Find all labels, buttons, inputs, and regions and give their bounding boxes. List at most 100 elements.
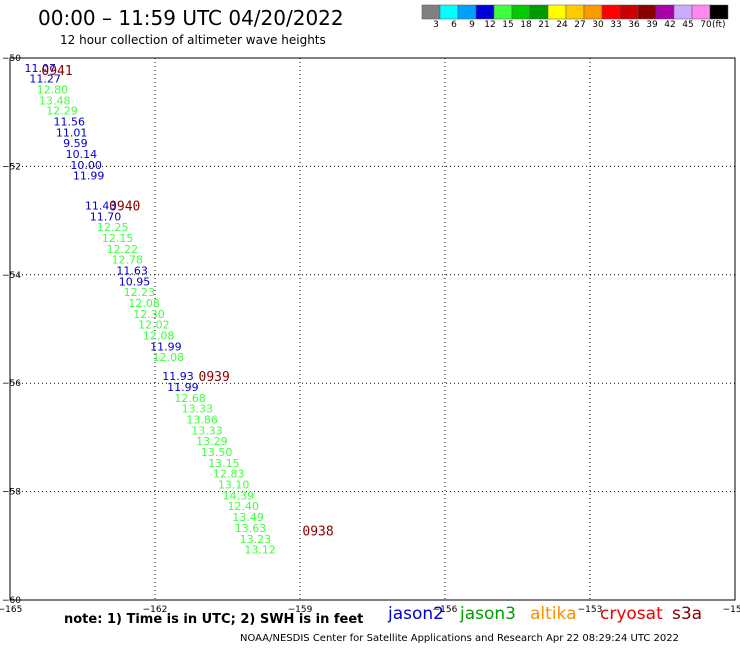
- wave-height-point: 12.29: [46, 105, 78, 118]
- colorbar-tick-label: 33: [610, 20, 622, 30]
- wave-height-point: 13.33: [191, 424, 223, 437]
- y-tick-label: −54: [2, 271, 21, 281]
- wave-height-point: 12.40: [228, 500, 260, 513]
- x-tick-label: −162: [143, 605, 168, 615]
- axis-ticks: −165 −162 −159 −156 −153 −150 −50 −52 −54 −56 −58 −…: [0, 54, 740, 615]
- wave-height-point: 12.08: [128, 297, 160, 310]
- colorbar-tick-label: 36: [628, 20, 640, 30]
- wave-height-point: 12.25: [97, 221, 129, 234]
- pass-time-label: 0939: [199, 370, 230, 385]
- plot-border: [9, 57, 736, 601]
- wave-height-point: 11.01: [56, 126, 88, 139]
- satellite-legend-s3a: s3a: [672, 604, 703, 624]
- colorbar-swatch: [547, 4, 567, 20]
- pass-time-label: 0941: [41, 64, 72, 79]
- wave-height-point: 11.43: [85, 199, 117, 212]
- colorbar-swatch: [457, 4, 477, 20]
- colorbar-tick-label: 45: [682, 20, 694, 30]
- wave-height-point: 10.00: [70, 159, 102, 172]
- satellite-legend-altika: altika: [530, 604, 577, 624]
- colorbar-swatch: [673, 4, 693, 20]
- colorbar-tick-label: 30: [592, 20, 604, 30]
- wave-height-point: 12.80: [37, 83, 68, 96]
- plot-frame: [9, 57, 736, 601]
- wave-height-point: 12.08: [153, 351, 185, 364]
- wave-height-point: 9.59: [63, 137, 88, 150]
- wave-height-point: 11.27: [29, 73, 61, 86]
- colorbar-tick-label: 39: [646, 20, 658, 30]
- grid: [10, 58, 735, 600]
- satellite-legend-cryosat: cryosat: [600, 604, 663, 624]
- wave-height-point: 11.56: [54, 115, 86, 128]
- colorbar-swatch: [493, 4, 513, 20]
- satellite-legend-jason2: jason2: [388, 604, 444, 624]
- wave-height-point: 12.23: [124, 286, 156, 299]
- wave-height-point: 12.08: [143, 330, 175, 343]
- wave-height-point: 12.02: [138, 319, 170, 332]
- note-text: note: 1) Time is in UTC; 2) SWH is in fe…: [64, 612, 364, 627]
- x-tick-label: −159: [288, 605, 313, 615]
- colorbar-tick-label: 15: [502, 20, 514, 30]
- x-tick-label: −165: [0, 605, 22, 615]
- colorbar-swatch: [475, 4, 495, 20]
- y-tick-label: −56: [2, 379, 21, 389]
- wave-height-point: 10.95: [119, 275, 151, 288]
- wave-height-point: 12.30: [133, 308, 165, 321]
- colorbar-swatch: [439, 4, 459, 20]
- credit-line: NOAA/NESDIS Center for Satellite Applica…: [240, 633, 679, 644]
- colorbar-swatch: [709, 4, 729, 20]
- colorbar-swatch: [691, 4, 711, 20]
- colorbar: [421, 4, 729, 20]
- colorbar-tick-label: 9: [469, 20, 475, 30]
- wave-height-point: 13.23: [240, 533, 271, 546]
- wave-height-point: 13.86: [186, 414, 218, 427]
- colorbar-swatch: [583, 4, 603, 20]
- wave-height-point: 13.33: [182, 403, 214, 416]
- y-tick-label: −50: [2, 54, 21, 64]
- pass-time-labels: 0941 0940 0939 0938: [41, 64, 333, 540]
- wave-height-point: 13.50: [201, 446, 233, 459]
- colorbar-tick-label: 42: [664, 20, 676, 30]
- wave-height-point: 10.14: [66, 148, 98, 161]
- wave-height-point: 14.39: [223, 489, 255, 502]
- colorbar-swatch: [655, 4, 675, 20]
- colorbar-unit: (ft): [712, 20, 726, 30]
- y-tick-label: −52: [2, 162, 21, 172]
- wave-height-point: 11.07: [25, 62, 57, 75]
- wave-height-point: 13.49: [232, 511, 263, 524]
- colorbar-tick-label: 27: [574, 20, 586, 30]
- wave-height-point: 11.99: [167, 381, 199, 394]
- colorbar-tick-label: 6: [451, 20, 457, 30]
- colorbar-tick-label: 21: [538, 20, 550, 30]
- chart-title: 00:00 – 11:59 UTC 04/20/2022: [38, 6, 344, 30]
- x-tick-label: −150: [723, 605, 740, 615]
- wave-height-point: 13.10: [218, 479, 250, 492]
- colorbar-swatch: [421, 4, 441, 20]
- wave-height-point: 12.15: [102, 232, 134, 245]
- colorbar-swatch: [601, 4, 621, 20]
- colorbar-swatch: [511, 4, 531, 20]
- wave-height-point: 12.78: [112, 254, 144, 267]
- colorbar-tick-label: 3: [433, 20, 439, 30]
- wave-height-point: 13.15: [208, 457, 240, 470]
- wave-height-point: 13.12: [244, 544, 276, 557]
- wave-height-point: 11.63: [116, 264, 148, 277]
- wave-height-point: 12.68: [174, 392, 206, 405]
- wave-height-point: 13.63: [235, 522, 267, 535]
- satellite-legend-jason3: jason3: [460, 604, 516, 624]
- colorbar-swatch: [619, 4, 639, 20]
- colorbar-tick-label: 18: [520, 20, 532, 30]
- chart-subtitle: 12 hour collection of altimeter wave hei…: [60, 33, 326, 47]
- wave-height-point: 11.99: [73, 170, 105, 183]
- pass-time-label: 0940: [109, 199, 140, 214]
- y-tick-label: −58: [2, 488, 21, 498]
- wave-height-point: 13.29: [196, 435, 228, 448]
- x-tick-label: −153: [578, 605, 603, 615]
- wave-height-point: 13.48: [39, 94, 71, 107]
- wave-height-point: 11.99: [150, 340, 182, 353]
- colorbar-swatch: [565, 4, 585, 20]
- wave-height-point: 11.93: [162, 370, 194, 383]
- wave-height-point: 12.22: [107, 243, 138, 256]
- colorbar-swatch: [529, 4, 549, 20]
